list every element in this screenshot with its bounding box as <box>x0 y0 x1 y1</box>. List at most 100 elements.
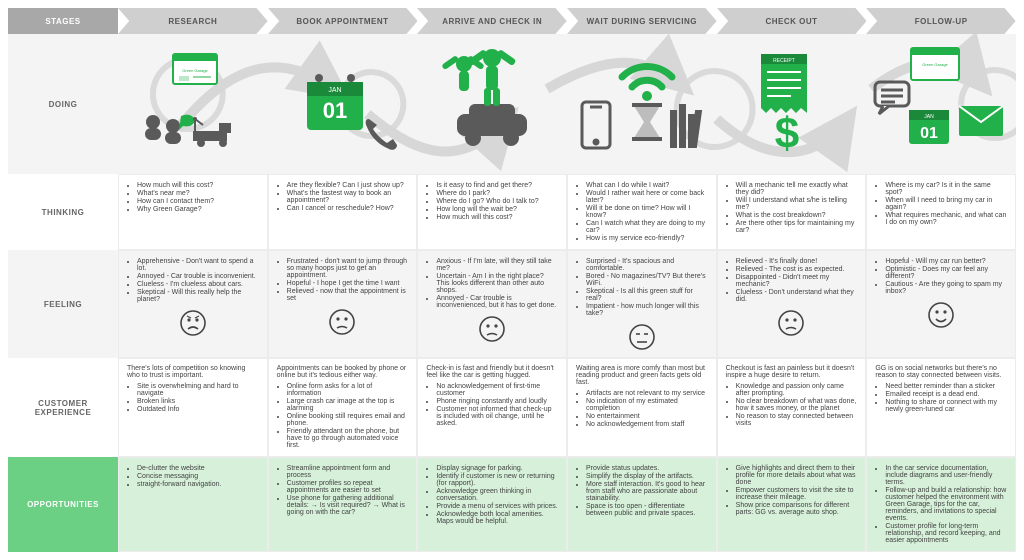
list-item: Empower customers to visit the site to i… <box>736 487 858 501</box>
stage-label: ARRIVE AND CHECK IN <box>442 17 542 26</box>
feeling-label-text: FEELING <box>44 300 82 309</box>
arrive-icon <box>432 44 552 164</box>
cx-intro: Checkout is fast an painless but it does… <box>726 365 858 379</box>
list-item: No indication of my estimated completion <box>586 398 708 412</box>
stage-header-5: FOLLOW-UP <box>866 8 1016 34</box>
list-item: When will I need to bring my car in agai… <box>885 197 1007 211</box>
doing-wait <box>567 34 717 174</box>
opp-5: In the car service documentation, includ… <box>866 457 1016 552</box>
list-item: Will a mechanic tell me exactly what the… <box>736 182 858 196</box>
list-item: No clear breakdown of what was done, how… <box>736 398 858 412</box>
stage-header-0: RESEARCH <box>118 8 268 34</box>
list-item: Are they flexible? Can I just show up? <box>287 182 409 189</box>
thinking-4: Will a mechanic tell me exactly what the… <box>717 174 867 250</box>
list-item: How can I contact them? <box>137 198 259 205</box>
list-item: Online booking still requires email and … <box>287 413 409 427</box>
list-item: Where do I park? <box>436 190 558 197</box>
cx-label-text: CUSTOMER EXPERIENCE <box>12 399 114 417</box>
list-item: What's near me? <box>137 190 259 197</box>
doing-research: Green Garage <box>118 34 268 174</box>
doing-rowlabel: DOING <box>8 34 118 174</box>
thinking-3: What can I do while I wait?Would I rathe… <box>567 174 717 250</box>
doing-book: JAN 01 <box>268 34 418 174</box>
followup-icons: Green Garage JAN 01 <box>871 44 1011 164</box>
feeling-1: Frustrated - don't want to jump through … <box>268 250 418 358</box>
feeling-rowlabel: FEELING <box>8 250 118 358</box>
list-item: No acknowledgement from staff <box>586 421 708 428</box>
list-item: Is it easy to find and get there? <box>436 182 558 189</box>
list-item: How much will this cost? <box>137 182 259 189</box>
cx-intro: There's lots of competition so knowing w… <box>127 365 259 379</box>
svg-text:01: 01 <box>323 98 347 123</box>
list-item: Customer profiles so repeat appointments… <box>287 480 409 494</box>
list-item: Why Green Garage? <box>137 206 259 213</box>
svg-text:Green Garage: Green Garage <box>182 68 208 73</box>
list-item: What can I do while I wait? <box>586 182 708 189</box>
feeling-3: Surprised - It's spacious and comfortabl… <box>567 250 717 358</box>
svg-text:RECEIPT: RECEIPT <box>774 58 796 64</box>
stage-label: CHECK OUT <box>765 17 817 26</box>
list-item: More staff interaction. It's good to hea… <box>586 481 708 502</box>
list-item: Annoyed - Car trouble is inconvenienced,… <box>436 295 558 309</box>
stage-label: FOLLOW-UP <box>915 17 968 26</box>
list-item: Can I watch what they are doing to my ca… <box>586 220 708 234</box>
book-icons: JAN 01 <box>287 49 397 159</box>
wait-icons <box>572 44 712 164</box>
list-item: Skeptical - Is all this green stuff for … <box>586 288 708 302</box>
list-item: Knowledge and passion only came after pr… <box>736 383 858 397</box>
list-item: How much will this cost? <box>436 214 558 221</box>
face-icon <box>628 323 656 351</box>
thinking-rowlabel: THINKING <box>8 174 118 250</box>
list-item: Relieved - now that the appointment is s… <box>287 288 409 302</box>
list-item: Annoyed - Car trouble is inconvenient. <box>137 273 259 280</box>
list-item: Can I cancel or reschedule? How? <box>287 205 409 212</box>
list-item: Uncertain - Am I in the right place? Thi… <box>436 273 558 294</box>
cx-intro: Appointments can be booked by phone or o… <box>277 365 409 379</box>
list-item: Skeptical - Will this really help the pl… <box>137 289 259 303</box>
face-icon <box>777 309 805 337</box>
doing-followup: Green Garage JAN 01 <box>866 34 1016 174</box>
list-item: De-clutter the website <box>137 465 259 472</box>
cx-intro: GG is on social networks but there's no … <box>875 365 1007 379</box>
list-item: Acknowledge green thinking in conversati… <box>436 488 558 502</box>
checkout-icons: RECEIPT $ <box>731 44 851 164</box>
stage-header-3: WAIT DURING SERVICING <box>567 8 717 34</box>
list-item: Relieved - It's finally done! <box>736 258 858 265</box>
list-item: Provide status updates. <box>586 465 708 472</box>
list-item: Will I understand what s/he is telling m… <box>736 197 858 211</box>
stage-label: RESEARCH <box>168 17 217 26</box>
thinking-0: How much will this cost?What's near me?H… <box>118 174 268 250</box>
feeling-2: Anxious - If I'm late, will they still t… <box>417 250 567 358</box>
list-item: Optimistic - Does my car feel any differ… <box>885 266 1007 280</box>
list-item: Relieved - The cost is as expected. <box>736 266 858 273</box>
list-item: Use phone for gathering additional detai… <box>287 495 409 516</box>
cx-0: There's lots of competition so knowing w… <box>118 358 268 457</box>
list-item: Need better reminder than a sticker <box>885 383 1007 390</box>
list-item: Where is my car? Is it in the same spot? <box>885 182 1007 196</box>
list-item: What is the cost breakdown? <box>736 212 858 219</box>
list-item: straight-forward navigation. <box>137 481 259 488</box>
list-item: Provide a menu of services with prices. <box>436 503 558 510</box>
list-item: How long will the wait be? <box>436 206 558 213</box>
stage-header-4: CHECK OUT <box>717 8 867 34</box>
list-item: Broken links <box>137 398 259 405</box>
face-icon <box>927 301 955 329</box>
list-item: Hopeful - Will my car run better? <box>885 258 1007 265</box>
list-item: Display signage for parking. <box>436 465 558 472</box>
list-item: Surprised - It's spacious and comfortabl… <box>586 258 708 272</box>
cx-4: Checkout is fast an painless but it does… <box>717 358 867 457</box>
list-item: Follow-up and build a relationship: how … <box>885 487 1007 522</box>
list-item: No entertainment <box>586 413 708 420</box>
list-item: Online form asks for a lot of informatio… <box>287 383 409 397</box>
opp-2: Display signage for parking.Identify if … <box>417 457 567 552</box>
opp-0: De-clutter the websiteConcise messagings… <box>118 457 268 552</box>
list-item: Bored - No magazines/TV? But there's WiF… <box>586 273 708 287</box>
feeling-5: Hopeful - Will my car run better?Optimis… <box>866 250 1016 358</box>
list-item: How is my service eco-friendly? <box>586 235 708 242</box>
opp-rowlabel: OPPORTUNITIES <box>8 457 118 552</box>
face-icon <box>179 309 207 337</box>
list-item: Identify if customer is new or returning… <box>436 473 558 487</box>
cx-3: Waiting area is more comfy than most but… <box>567 358 717 457</box>
list-item: Anxious - If I'm late, will they still t… <box>436 258 558 272</box>
list-item: Large crash car image at the top is alar… <box>287 398 409 412</box>
